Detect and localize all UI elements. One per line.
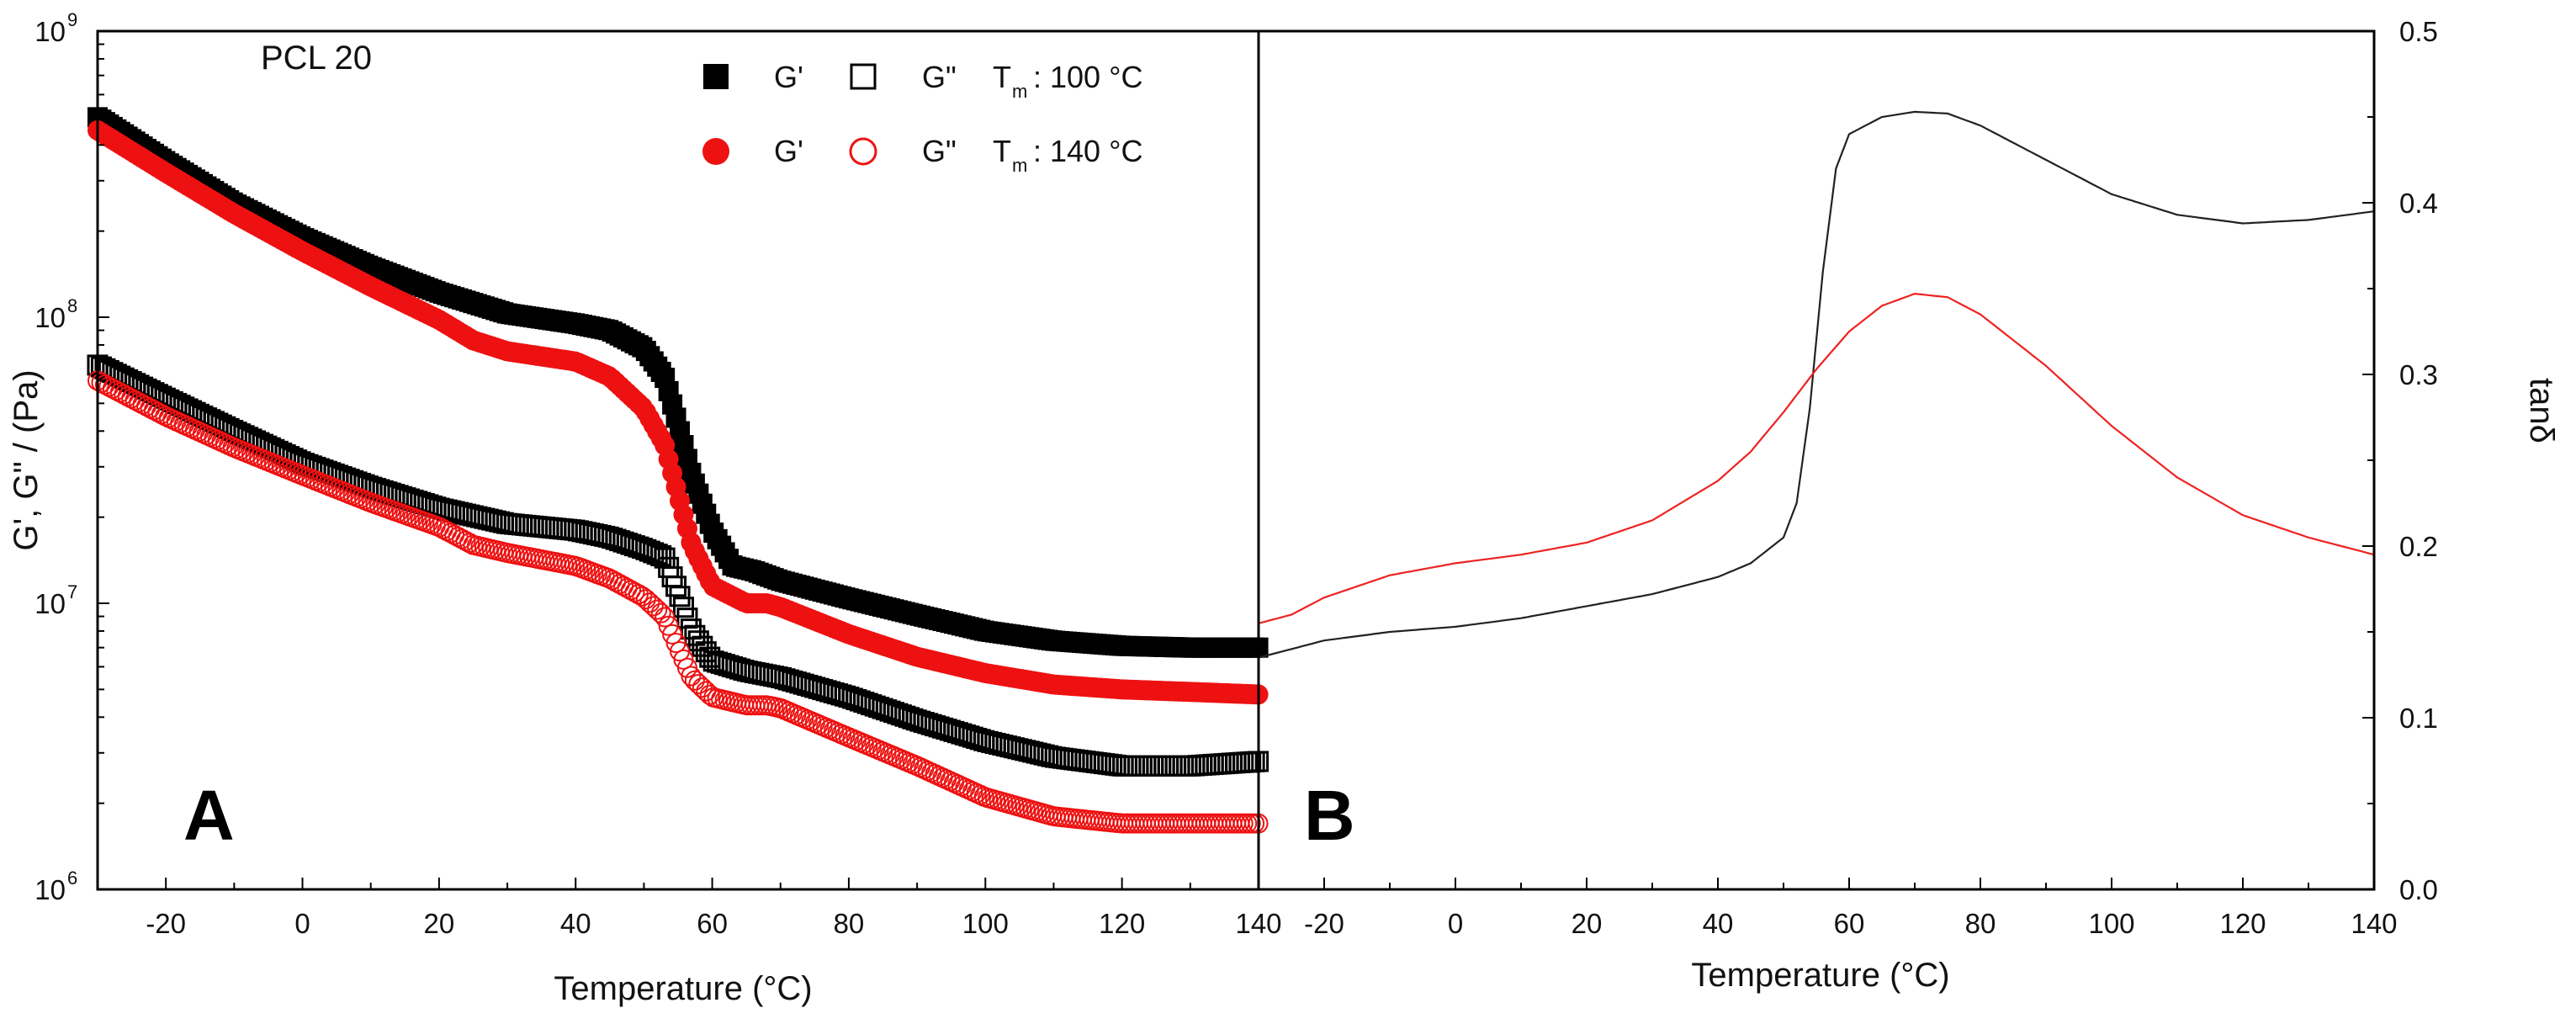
- data-point: [687, 630, 709, 652]
- legend-row-100: G' G" T m : 100 °C: [703, 60, 1142, 102]
- panel-a-y-axis-title: G', G" / (Pa): [8, 369, 45, 550]
- panel-b-x-axis-title: Temperature (°C): [1691, 957, 1949, 994]
- series-g-tm-100-c: [87, 354, 1269, 777]
- x-tick-label: 40: [560, 908, 591, 939]
- x-tick-label: 0: [294, 908, 310, 939]
- x-tick-label: 140: [2351, 908, 2397, 939]
- data-point: [658, 615, 679, 636]
- panel-b-frame: [1257, 29, 2376, 891]
- legend-tm-sub-100: m: [1012, 81, 1027, 102]
- y-tick-label-exponent: 6: [67, 867, 77, 889]
- x-tick-label: -20: [146, 908, 186, 939]
- legend-row-140: G' G" T m : 140 °C: [702, 134, 1142, 176]
- legend-marker-gdouble-140: [849, 137, 877, 166]
- panel-a-series: [87, 107, 1269, 834]
- data-point: [684, 624, 706, 646]
- legend-marker-gprime-100: [703, 64, 729, 89]
- legend-marker-gdouble-100: [850, 63, 877, 90]
- legend-tm-value-100: : 100 °C: [1033, 60, 1142, 94]
- legend-label-gprime-100: G': [774, 60, 803, 94]
- series-line-tm-140-c: [1258, 292, 2375, 624]
- panel-b-x-ticks: -20 0 20 40 60 80 100 120 140: [1304, 878, 2398, 939]
- series-line-tm-100-c: [1258, 110, 2375, 659]
- series-g-tm-140-c: [87, 370, 1269, 834]
- data-point: [672, 597, 694, 618]
- series-g-tm-140-c: [87, 119, 1269, 705]
- data-point: [646, 544, 668, 565]
- data-point: [662, 623, 683, 645]
- legend-tm-prefix-140: T: [993, 134, 1011, 168]
- y-tick-label: 10: [34, 16, 66, 47]
- y-tick-label: 0.1: [2399, 703, 2438, 734]
- legend-tm-sub-140: m: [1012, 155, 1027, 176]
- y-tick-label: 0.0: [2399, 874, 2438, 905]
- x-tick-label: 120: [2219, 908, 2266, 939]
- panel-a-legend: G' G" T m : 100 °C G' G" T m : 140 °C: [702, 60, 1142, 176]
- legend-tm-prefix-100: T: [993, 60, 1011, 94]
- panel-b-y-axis-title: tanδ: [2523, 378, 2560, 443]
- data-point: [643, 542, 665, 564]
- panel-b-series: [1258, 110, 2375, 659]
- legend-label-gprime-140: G': [774, 134, 803, 168]
- data-point: [684, 670, 705, 691]
- y-tick-label: 0.4: [2399, 188, 2438, 219]
- legend-label-gdouble-140: G": [922, 134, 957, 168]
- data-point: [647, 599, 668, 620]
- x-tick-label: 80: [1965, 908, 1996, 939]
- legend-marker-gprime-140: [702, 138, 729, 165]
- x-tick-label: 140: [1235, 908, 1281, 939]
- x-tick-label: 100: [962, 908, 1009, 939]
- data-point: [643, 596, 664, 617]
- data-point: [692, 635, 713, 657]
- panel-a-x-ticks: -20 0 20 40 60 80 100 120 140: [146, 878, 1282, 939]
- data-point: [650, 602, 671, 623]
- data-point: [639, 540, 660, 562]
- y-tick-label: 10: [34, 302, 66, 333]
- data-point: [688, 674, 709, 695]
- x-tick-label: 60: [1834, 908, 1865, 939]
- x-tick-label: 20: [424, 908, 455, 939]
- x-tick-label: 100: [2088, 908, 2134, 939]
- data-point: [650, 544, 672, 566]
- data-point: [639, 592, 660, 613]
- x-tick-label: 80: [834, 908, 865, 939]
- y-tick-label: 10: [34, 874, 66, 905]
- y-tick-label-exponent: 9: [67, 9, 77, 30]
- data-point: [669, 586, 691, 608]
- legend-tm-value-140: : 140 °C: [1033, 134, 1142, 168]
- y-tick-label: 0.5: [2399, 16, 2438, 47]
- data-point: [681, 666, 702, 687]
- x-tick-label: 20: [1572, 908, 1603, 939]
- panel-b-chart: -20 0 20 40 60 80 100 120 140 0.0 0.1 0.2 0.3 0.4 0.5…: [1257, 16, 2560, 994]
- x-tick-label: -20: [1304, 908, 1344, 939]
- data-point: [635, 589, 656, 610]
- y-tick-label: 10: [34, 588, 66, 619]
- y-tick-label-exponent: 7: [67, 581, 77, 602]
- data-point: [655, 607, 676, 628]
- x-tick-label: 40: [1703, 908, 1734, 939]
- panel-b-y-ticks: 0.0 0.1 0.2 0.3 0.4 0.5: [2362, 16, 2438, 905]
- x-tick-label: 120: [1099, 908, 1145, 939]
- legend-label-gdouble-100: G": [922, 60, 957, 94]
- data-point: [680, 618, 702, 640]
- panel-a-letter: A: [183, 776, 235, 855]
- panel-a-x-axis-title: Temperature (°C): [554, 970, 812, 1007]
- y-tick-label-exponent: 8: [67, 295, 77, 316]
- y-tick-label: 0.3: [2399, 359, 2438, 390]
- panel-a-annotation: PCL 20: [261, 40, 372, 77]
- x-tick-label: 60: [697, 908, 728, 939]
- panel-b-letter: B: [1304, 776, 1355, 855]
- x-tick-label: 0: [1448, 908, 1463, 939]
- y-tick-label: 0.2: [2399, 531, 2438, 562]
